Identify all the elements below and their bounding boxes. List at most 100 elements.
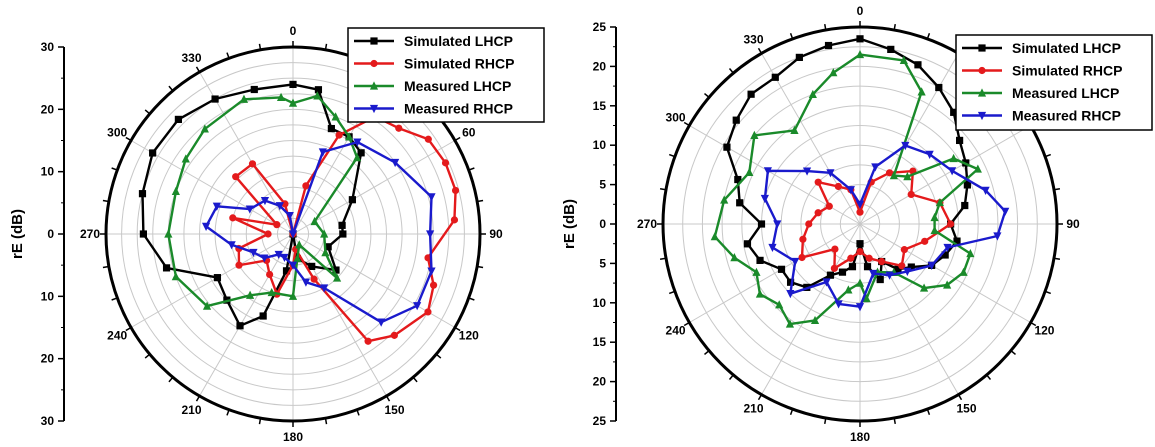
angle-tick-label: 90 <box>489 227 503 241</box>
grid-spoke <box>689 223 861 323</box>
data-point <box>162 264 171 272</box>
radial-tick-label: 25 <box>593 20 607 34</box>
legend-marker <box>978 66 986 75</box>
data-point <box>885 271 894 280</box>
data-point <box>993 232 1002 241</box>
angle-tick-label: 270 <box>80 227 100 241</box>
angle-tick-mark <box>1053 188 1061 191</box>
data-point <box>331 112 340 121</box>
data-point <box>302 182 310 190</box>
legend-label: Measured LHCP <box>1012 85 1119 101</box>
radial-tick-label: 20 <box>593 375 607 389</box>
data-point <box>825 202 833 210</box>
data-point <box>327 124 335 133</box>
data-point <box>332 266 340 274</box>
angle-tick-mark <box>144 353 151 359</box>
angle-tick-mark <box>468 167 475 171</box>
data-point <box>953 237 961 245</box>
data-point <box>777 265 786 273</box>
data-point <box>200 124 209 133</box>
data-point <box>771 73 779 81</box>
angle-tick-label: 150 <box>384 403 404 417</box>
angle-tick-mark <box>324 418 328 425</box>
data-point <box>260 196 270 206</box>
legend-marker <box>977 111 987 121</box>
data-point <box>914 61 922 69</box>
data-point <box>963 181 971 189</box>
data-point <box>321 248 330 257</box>
radial-tick-label: 20 <box>593 59 607 73</box>
data-point <box>775 300 784 309</box>
angle-tick-mark <box>468 297 475 301</box>
data-point <box>308 262 316 270</box>
angle-tick-mark <box>125 136 132 142</box>
grid-spoke <box>859 125 1031 225</box>
angle-tick-mark <box>704 92 710 98</box>
data-point <box>901 141 910 151</box>
data-point <box>235 261 243 269</box>
data-point <box>338 221 346 229</box>
angle-tick-mark <box>1010 350 1016 356</box>
series-simulated-rhcp <box>798 167 955 272</box>
legend-box <box>955 34 1153 131</box>
data-point <box>824 41 833 50</box>
angle-tick-mark <box>477 199 484 203</box>
series-measured-rhcp <box>201 138 436 327</box>
polar-chart-left: 0 60 90 120 150 180 210 240 270 300 330 30 20 10 0 10 20… <box>9 24 545 444</box>
radial-tick-label: 10 <box>593 296 607 310</box>
legend-label: Measured LHCP <box>404 78 511 94</box>
radial-tick-label: 10 <box>41 289 55 303</box>
legend-box <box>347 27 545 123</box>
angle-tick-mark <box>926 408 931 416</box>
angle-tick-mark <box>168 376 174 383</box>
y-axis-label: rE (dB) <box>561 199 578 249</box>
angle-tick-mark <box>728 374 734 380</box>
data-point <box>863 263 872 271</box>
angle-tick-label: 0 <box>290 24 297 38</box>
angle-tick-label: 270 <box>637 217 657 231</box>
legend-label: Measured RHCP <box>404 101 513 117</box>
data-point <box>211 95 219 103</box>
angle-tick-label: 0 <box>857 4 864 18</box>
data-point <box>339 230 347 238</box>
grid-spoke <box>292 233 387 397</box>
data-point <box>732 116 740 124</box>
data-point <box>907 263 915 271</box>
data-point <box>876 275 884 284</box>
legend: Simulated LHCP Simulated RHCP Measured LHC… <box>955 34 1153 131</box>
data-point <box>201 222 211 231</box>
radial-tick-label: 15 <box>593 335 607 349</box>
data-point <box>720 195 729 204</box>
data-point <box>838 268 847 276</box>
data-point <box>834 182 842 191</box>
data-point <box>357 149 365 157</box>
data-point <box>266 270 274 279</box>
data-point <box>301 278 311 287</box>
data-point <box>956 136 964 145</box>
legend-marker <box>369 104 379 114</box>
data-point <box>736 199 744 207</box>
data-point <box>885 169 894 177</box>
angle-tick-mark <box>324 43 328 50</box>
angle-tick-mark <box>435 353 442 359</box>
data-point <box>723 143 731 151</box>
radial-tick-label: 30 <box>41 414 55 428</box>
data-point <box>948 167 957 176</box>
data-point <box>829 68 838 77</box>
legend-label: Simulated RHCP <box>404 56 514 72</box>
data-point <box>295 240 304 249</box>
data-point <box>149 149 157 157</box>
data-point <box>943 280 952 289</box>
data-point <box>275 202 284 211</box>
data-point <box>743 240 752 248</box>
data-point <box>227 241 236 250</box>
data-point <box>844 285 853 294</box>
data-point <box>280 253 289 263</box>
grid-spoke <box>859 223 1031 323</box>
angle-tick-mark <box>704 350 710 356</box>
data-point <box>734 175 742 184</box>
data-point <box>903 172 912 181</box>
data-point <box>750 130 759 139</box>
angle-tick-label: 120 <box>1034 324 1054 338</box>
data-point <box>973 164 982 173</box>
